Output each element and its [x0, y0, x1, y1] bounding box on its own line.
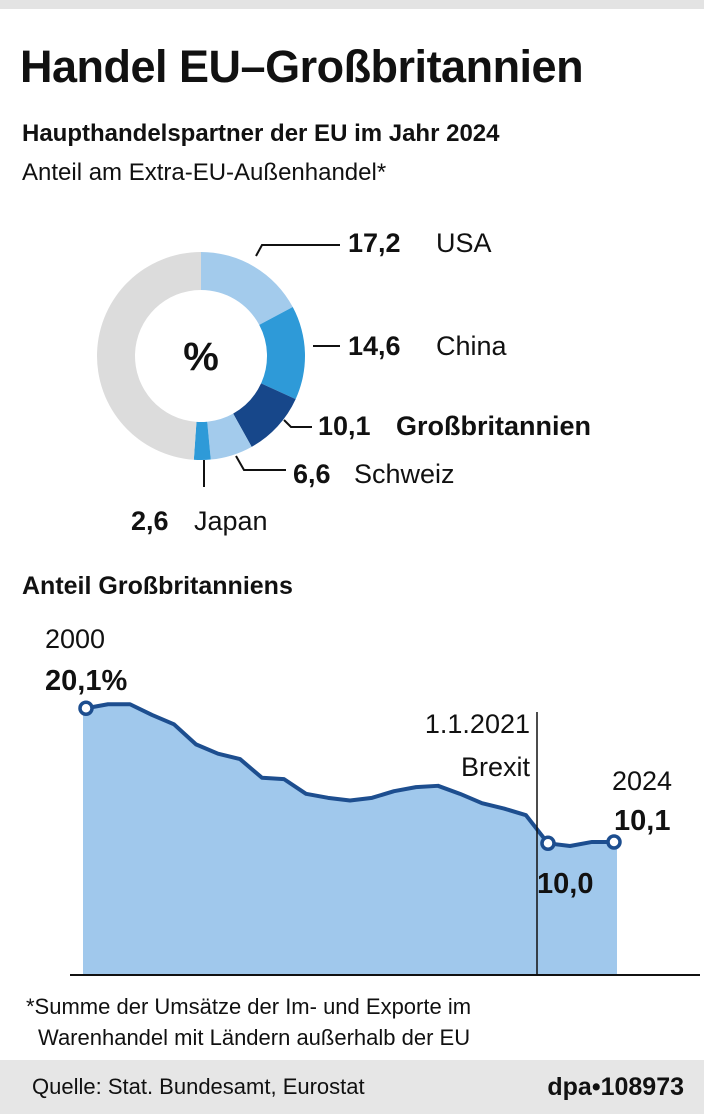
label-usa: USA [436, 228, 492, 258]
page-title: Handel EU–Großbritannien [20, 41, 583, 92]
donut-slice-großbritannien [233, 383, 296, 447]
source-text: Quelle: Stat. Bundesamt, Eurostat [32, 1074, 365, 1099]
donut-slice-rest [97, 252, 201, 460]
footnote-line-1: *Summe der Umsätze der Im- und Exporte i… [26, 994, 471, 1019]
donut-slice-china [259, 307, 306, 400]
area-fill [83, 704, 617, 975]
label-japan-value: 2,6 [131, 506, 169, 536]
leader-line-usa [255, 244, 340, 257]
marker-2000 [78, 700, 94, 717]
low-value-label: 10,0 [537, 868, 593, 900]
section-title: Anteil Großbritanniens [22, 572, 293, 600]
top-band [0, 0, 704, 9]
donut-chart [97, 252, 306, 461]
footer-band [0, 1060, 704, 1114]
marked-points [78, 700, 622, 852]
end-year-label: 2024 [612, 766, 672, 796]
subtitle: Haupthandelspartner der EU im Jahr 2024 [22, 120, 500, 147]
brexit-date-label: 1.1.2021 [425, 709, 530, 739]
start-value-label: 20,1% [45, 665, 127, 697]
start-year-label: 2000 [45, 624, 105, 654]
leader-line-uk [283, 419, 312, 428]
marker-2021 [540, 835, 556, 852]
marker-2024 [606, 834, 622, 850]
series-line [85, 702, 614, 848]
label-china-value: 14,6 [348, 331, 401, 361]
footnote-line-2: Warenhandel mit Ländern außerhalb der EU [38, 1025, 470, 1050]
donut-slice-japan [193, 421, 211, 461]
area-chart [83, 702, 617, 975]
label-uk-value: 10,1 [318, 411, 371, 441]
label-uk: Großbritannien [396, 411, 591, 441]
donut-slice-schweiz [207, 413, 252, 460]
label-schweiz: Schweiz [354, 459, 455, 489]
donut-slice-usa [201, 252, 293, 325]
label-schweiz-value: 6,6 [293, 459, 331, 489]
label-china: China [436, 331, 508, 361]
subtitle-2: Anteil am Extra-EU-Außenhandel* [22, 159, 386, 186]
label-japan: Japan [194, 506, 268, 536]
end-value-label: 10,1 [614, 805, 670, 837]
donut-center-label: % [183, 335, 219, 379]
label-usa-value: 17,2 [348, 228, 401, 258]
dpa-credit: dpa•108973 [547, 1073, 684, 1101]
brexit-label: Brexit [461, 752, 531, 782]
leader-line-schweiz [235, 455, 286, 471]
leader-lines [203, 244, 340, 487]
